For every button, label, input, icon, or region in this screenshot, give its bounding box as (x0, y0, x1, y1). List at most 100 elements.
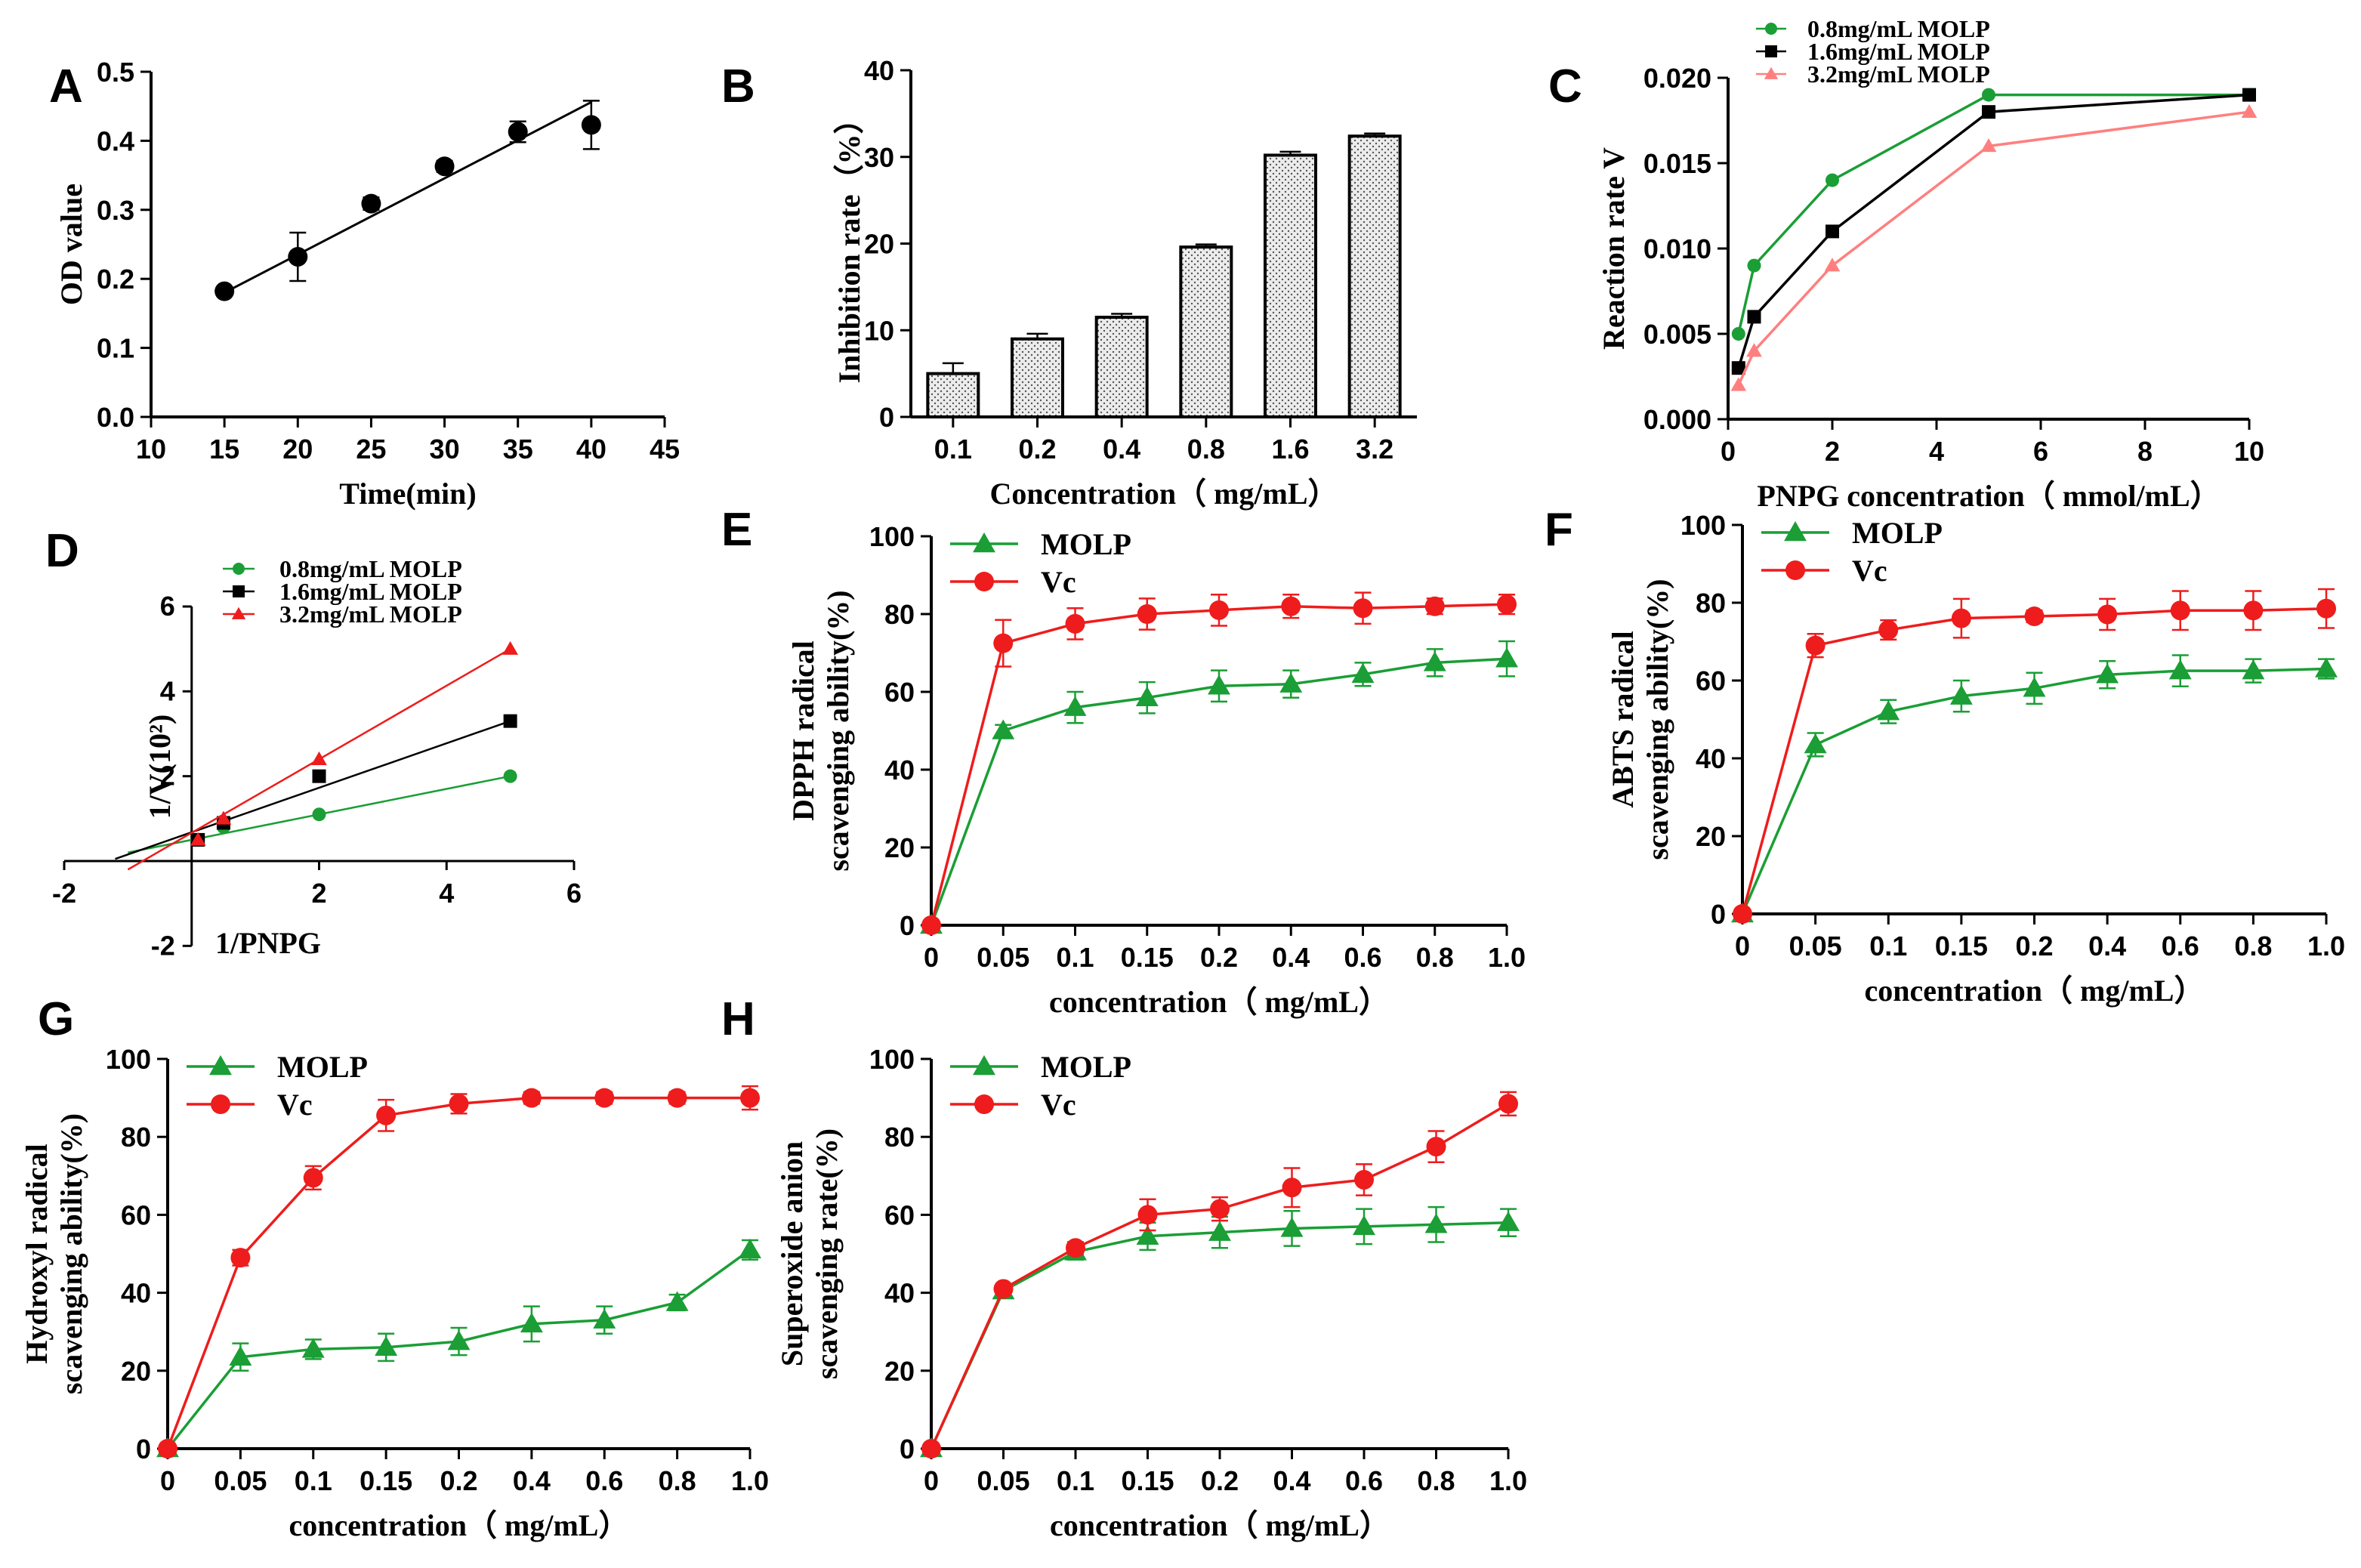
data-point (312, 807, 326, 822)
x-tick-label: 4 (439, 878, 454, 909)
panel-d: D -2 2 4 6 -2 2 4 6 1/PNPG 1/V(10²) 0.8mg/mL MOLP1.… (45, 525, 582, 961)
legend-entry: MOLP (1041, 527, 1131, 561)
panel-a: A 0.0 0.1 0.2 0.3 0.4 0.5 10 15 20 25 30 35 40 45 Time(… (49, 57, 680, 511)
data-point (1730, 377, 1747, 391)
x-tick-label: 0.8 (1416, 942, 1454, 973)
x-tick-label: 4 (1929, 436, 1944, 467)
data-point (1280, 1217, 1304, 1237)
data-point (667, 1088, 687, 1108)
x-tick-label: 35 (503, 434, 533, 465)
x-tick-label: 0.05 (1789, 931, 1842, 961)
x-tick-label: -2 (52, 878, 76, 909)
x-tick-label: 0.05 (214, 1465, 267, 1496)
series-line-0 (1737, 93, 2249, 335)
data-point (2243, 600, 2264, 621)
x-tick-label: 0.4 (2088, 931, 2126, 961)
legend-entry: MOLP (1041, 1050, 1131, 1084)
x-axis-title: concentration（ mg/mL） (1049, 985, 1389, 1019)
data-point (2170, 600, 2190, 621)
x-tick-label: 0.4 (1272, 942, 1310, 973)
x-tick-label: 8 (2137, 436, 2153, 467)
data-point (1982, 88, 1995, 102)
y-tick-label: 20 (884, 832, 915, 863)
y-tick-label: 4 (160, 675, 175, 706)
x-tick-label: 0.2 (1201, 1465, 1239, 1496)
series-line-1 (1741, 607, 2327, 915)
y-tick-label: 0 (136, 1434, 151, 1465)
panel-label: F (1545, 504, 1573, 556)
data-point (1497, 1211, 1520, 1231)
data-point (503, 769, 517, 783)
data-point (361, 193, 381, 214)
x-tick-label: 0.4 (1103, 434, 1140, 465)
legend-entry: Vc (277, 1088, 313, 1122)
x-tick-label: 0 (924, 1465, 939, 1496)
y-tick-label: 40 (884, 1278, 915, 1309)
legend-marker (231, 607, 246, 619)
x-tick-label: 0.1 (1869, 931, 1907, 961)
data-point (2316, 598, 2336, 619)
x-tick-label: 20 (282, 434, 313, 465)
data-point (1063, 696, 1087, 716)
series-line-1 (930, 1102, 1509, 1449)
data-point (739, 1238, 761, 1259)
x-tick-label: 2 (311, 878, 326, 909)
y-tick-label: 100 (1680, 510, 1726, 541)
data-point (1066, 1238, 1085, 1258)
data-point (1877, 700, 1900, 721)
data-point (1878, 620, 1899, 640)
x-tick-label: 0 (160, 1465, 175, 1496)
x-tick-label: 0.4 (1273, 1465, 1310, 1496)
panel-g: G 0 20 40 60 80 100 0 0.05 0.1 0.15 0.2 0.4 0.6 0.8 1.0… (20, 993, 769, 1542)
x-tick-label: 0.8 (1417, 1465, 1455, 1496)
bar (1264, 153, 1317, 419)
data-point (993, 1279, 1014, 1299)
x-tick-label: 3.2 (1356, 434, 1393, 465)
series-line-0 (1741, 667, 2327, 915)
legend-marker (211, 1094, 230, 1114)
x-tick-label: 45 (650, 434, 680, 465)
data-point (1495, 647, 1518, 668)
y-tick-label: 0.0 (97, 402, 134, 433)
y-tick-label: 10 (864, 315, 894, 346)
data-point (1826, 173, 1839, 187)
legend-entry: 1.6mg/mL MOLP (1807, 38, 1990, 65)
x-tick-label: 1.0 (1489, 1465, 1527, 1496)
y-tick-label: 30 (864, 142, 894, 173)
data-point (1282, 1178, 1302, 1198)
y-axis-title: Inhibition rate（%） (832, 103, 866, 383)
panel-label: E (721, 504, 752, 556)
data-point (214, 281, 235, 301)
y-axis-title: Superoxide anionscavenging rate(%) (775, 1128, 844, 1379)
bar (1094, 316, 1149, 418)
data-point (1731, 327, 1745, 341)
data-point (1426, 1137, 1446, 1157)
bar (926, 372, 980, 418)
y-tick-label: 0 (900, 910, 915, 941)
fit-line-1 (115, 720, 511, 860)
series-line-1 (930, 603, 1508, 926)
data-point (1982, 105, 1995, 119)
y-tick-label: -2 (151, 930, 175, 961)
y-tick-label: 0.005 (1643, 319, 1711, 350)
data-point (1731, 361, 1745, 375)
y-axis-title: Reaction rate V (1597, 147, 1631, 350)
y-axis-title-line: ABTS radical (1606, 631, 1640, 807)
x-tick-label: 0 (924, 942, 939, 973)
y-axis-title-line: scavenging ability(%) (54, 1113, 88, 1394)
data-point (1747, 258, 1761, 273)
y-axis-title: OD value (54, 184, 88, 305)
y-axis-title-line: scavenging ability(%) (821, 590, 855, 871)
legend-marker (1765, 45, 1777, 57)
x-axis-title: concentration（ mg/mL） (289, 1508, 629, 1542)
x-tick-label: 0.15 (1935, 931, 1988, 961)
data-point (921, 915, 941, 935)
x-tick-label: 1.6 (1271, 434, 1309, 465)
x-tick-label: 0.8 (2234, 931, 2272, 961)
data-point (447, 1330, 471, 1350)
x-tick-label: 30 (430, 434, 460, 465)
y-axis-title-line: DPPH radical (786, 640, 820, 821)
data-point (1353, 598, 1373, 619)
data-point (158, 1439, 177, 1458)
data-point (312, 769, 326, 783)
